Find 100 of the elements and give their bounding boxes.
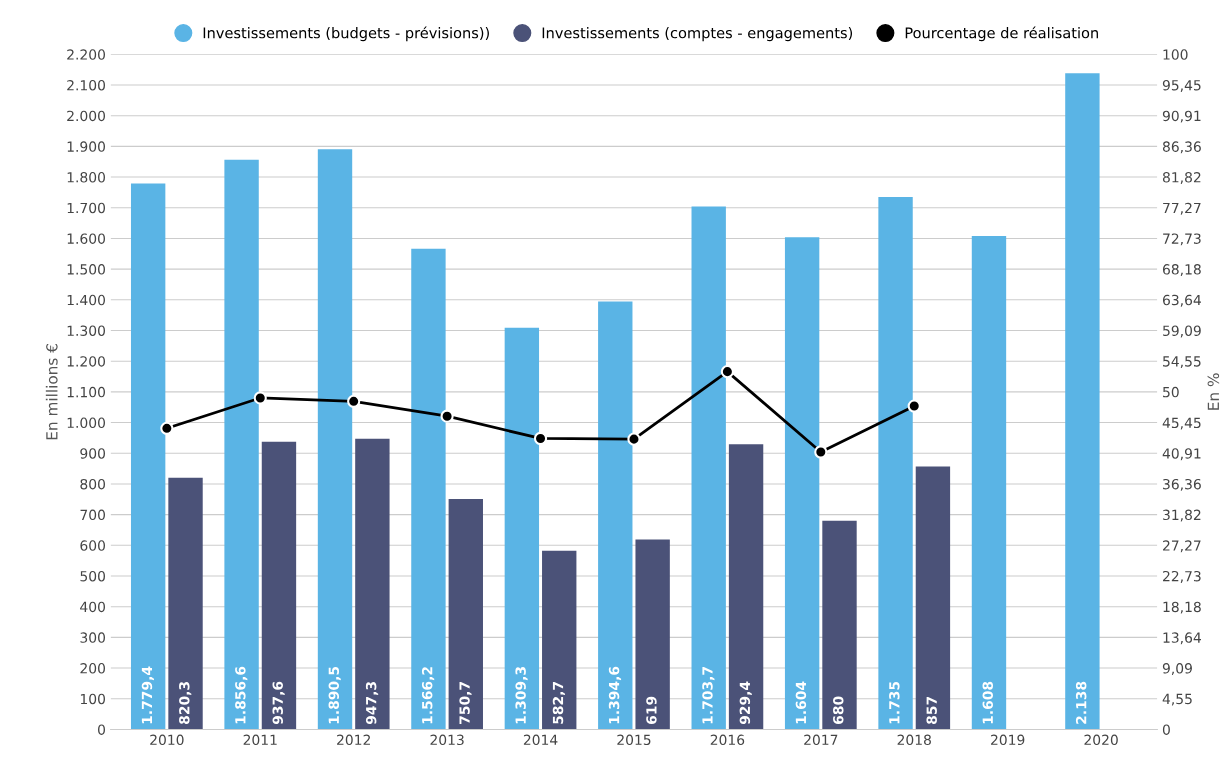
data-label: 857 [926, 696, 937, 724]
data-label: 937,6 [272, 681, 285, 725]
y2-tick-label: 31,82 [1163, 509, 1201, 522]
y2-tick-label: 4,55 [1162, 693, 1192, 706]
bar [784, 237, 820, 730]
bar [224, 159, 259, 730]
x-tick-label: 2015 [617, 734, 651, 746]
y2-tick-label: 9,09 [1162, 663, 1192, 675]
x-tick-label: 2012 [337, 734, 370, 746]
data-label: 929,4 [739, 681, 752, 725]
data-label: 1.608 [982, 681, 994, 724]
y-tick-label: 2.000 [67, 110, 106, 122]
bar [878, 197, 913, 730]
x-tick-label: 2019 [991, 734, 1025, 746]
y-tick-label: 2.200 [67, 49, 106, 60]
y2-tick-label: 18,18 [1163, 601, 1201, 614]
y-tick-label: 100 [80, 693, 106, 705]
data-label: 947,3 [365, 682, 379, 725]
y2-tick-label: 72,73 [1163, 233, 1201, 246]
data-label: 582,7 [552, 682, 566, 724]
y2-tick-label: 100 [1163, 49, 1188, 60]
bar [411, 248, 446, 730]
y2-tick-label: 81,82 [1162, 172, 1201, 184]
bar [598, 301, 633, 730]
x-tick-label: 2010 [150, 734, 184, 746]
point [720, 365, 734, 379]
data-label: 1.566,2 [421, 667, 435, 724]
y-tick-label: 1.200 [67, 356, 106, 367]
legend-label: Pourcentage de réalisation [905, 26, 1098, 42]
y2-tick-label: 40,91 [1162, 448, 1201, 461]
y-tick-label: 200 [80, 663, 106, 674]
bar [168, 477, 203, 730]
data-label: 1.394,6 [608, 666, 622, 724]
y2-tick-label: 63,64 [1162, 294, 1201, 307]
data-label: 820,3 [179, 682, 192, 724]
y2-tick-label: 77,27 [1163, 202, 1201, 215]
y2-tick-label: 90,91 [1162, 110, 1201, 123]
point [160, 421, 174, 435]
y-tick-label: 1.100 [67, 386, 106, 398]
x-tick-label: 2011 [243, 734, 277, 746]
x-tick-label: 2020 [1084, 734, 1118, 746]
data-label: 1.735 [889, 681, 900, 724]
bar [355, 438, 390, 730]
y-tick-label: 1.700 [67, 202, 106, 214]
y2-tick-label: 95,45 [1162, 80, 1201, 92]
bar [822, 520, 857, 730]
data-label: 750,7 [459, 682, 472, 724]
x-tick-label: 2017 [804, 734, 838, 746]
legend-label: Investissements (comptes - engagements) [542, 27, 853, 42]
x-tick-label: 2016 [710, 734, 745, 746]
bar [542, 550, 577, 730]
bar [635, 539, 670, 730]
y-tick-label: 900 [80, 448, 106, 459]
data-label: 619 [646, 696, 657, 724]
bar [728, 444, 764, 730]
y2-tick-label: 27,27 [1163, 540, 1201, 553]
y2-tick-label: 0 [1162, 724, 1170, 735]
bar [504, 327, 540, 730]
y-tick-label: 500 [80, 570, 106, 582]
y2-tick-label: 54,55 [1163, 356, 1201, 369]
data-label: 680 [833, 696, 844, 724]
data-label: 1.604 [795, 681, 807, 724]
data-label: 1.856,6 [235, 666, 248, 724]
point [347, 394, 361, 408]
bar [130, 183, 166, 730]
y2-axis-title: En % [1207, 373, 1220, 410]
data-label: 2.138 [1075, 681, 1087, 724]
y-tick-label: 0 [98, 724, 106, 735]
bar [915, 466, 951, 730]
x-tick-label: 2014 [523, 734, 558, 746]
y-tick-label: 400 [80, 601, 106, 613]
y2-tick-label: 22,73 [1163, 570, 1201, 583]
y2-tick-label: 13,64 [1163, 632, 1201, 645]
point [533, 431, 548, 446]
point [907, 399, 921, 413]
data-label: 1.309,3 [515, 667, 528, 724]
bar [261, 441, 297, 730]
y2-tick-label: 86,36 [1162, 141, 1201, 154]
y-axis-title: En millions € [45, 344, 58, 440]
y2-tick-label: 45,45 [1162, 417, 1201, 430]
y-tick-label: 1.300 [67, 325, 106, 336]
y-tick-label: 800 [80, 478, 106, 490]
x-tick-label: 2018 [897, 734, 931, 746]
y-tick-label: 1.900 [67, 141, 106, 152]
y-tick-label: 2.100 [67, 79, 106, 91]
bar [1065, 73, 1100, 730]
y-tick-label: 1.500 [67, 264, 106, 275]
bar [971, 235, 1007, 730]
point [440, 409, 454, 423]
bar [448, 499, 483, 730]
y-tick-label: 700 [80, 509, 106, 521]
y-tick-label: 600 [80, 540, 106, 551]
point [253, 391, 267, 405]
y2-tick-label: 68,18 [1162, 264, 1201, 277]
y2-tick-label: 36,36 [1163, 478, 1201, 491]
y2-tick-label: 50 [1163, 386, 1179, 398]
y-tick-label: 1.400 [67, 294, 106, 306]
y-tick-label: 1.000 [67, 417, 106, 429]
y-tick-label: 1.600 [67, 233, 106, 244]
data-label: 1.779,4 [141, 666, 154, 724]
